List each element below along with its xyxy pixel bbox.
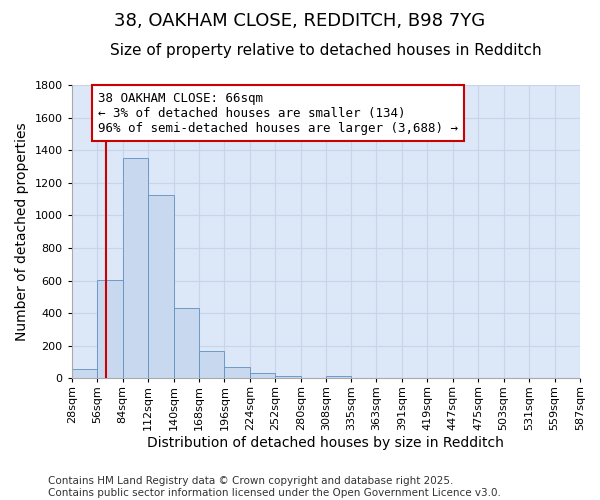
Bar (148, 195, 173, 378)
Title: Size of property relative to detached houses in Redditch: Size of property relative to detached ho… (110, 42, 542, 58)
Y-axis label: Number of detached properties: Number of detached properties (15, 122, 29, 341)
Bar (97, 280, 122, 378)
Bar (199, 350, 224, 378)
Text: 38 OAKHAM CLOSE: 66sqm
← 3% of detached houses are smaller (134)
96% of semi-det: 38 OAKHAM CLOSE: 66sqm ← 3% of detached … (98, 92, 458, 134)
Bar (326, 376, 351, 378)
Text: Contains HM Land Registry data © Crown copyright and database right 2025.
Contai: Contains HM Land Registry data © Crown c… (48, 476, 501, 498)
Bar (275, 376, 301, 378)
Bar (72, 370, 97, 378)
Bar (173, 308, 199, 378)
X-axis label: Distribution of detached houses by size in Redditch: Distribution of detached houses by size … (148, 436, 504, 450)
Bar (122, 158, 148, 378)
Bar (250, 372, 275, 378)
Text: 38, OAKHAM CLOSE, REDDITCH, B98 7YG: 38, OAKHAM CLOSE, REDDITCH, B98 7YG (115, 12, 485, 30)
Bar (224, 367, 250, 378)
